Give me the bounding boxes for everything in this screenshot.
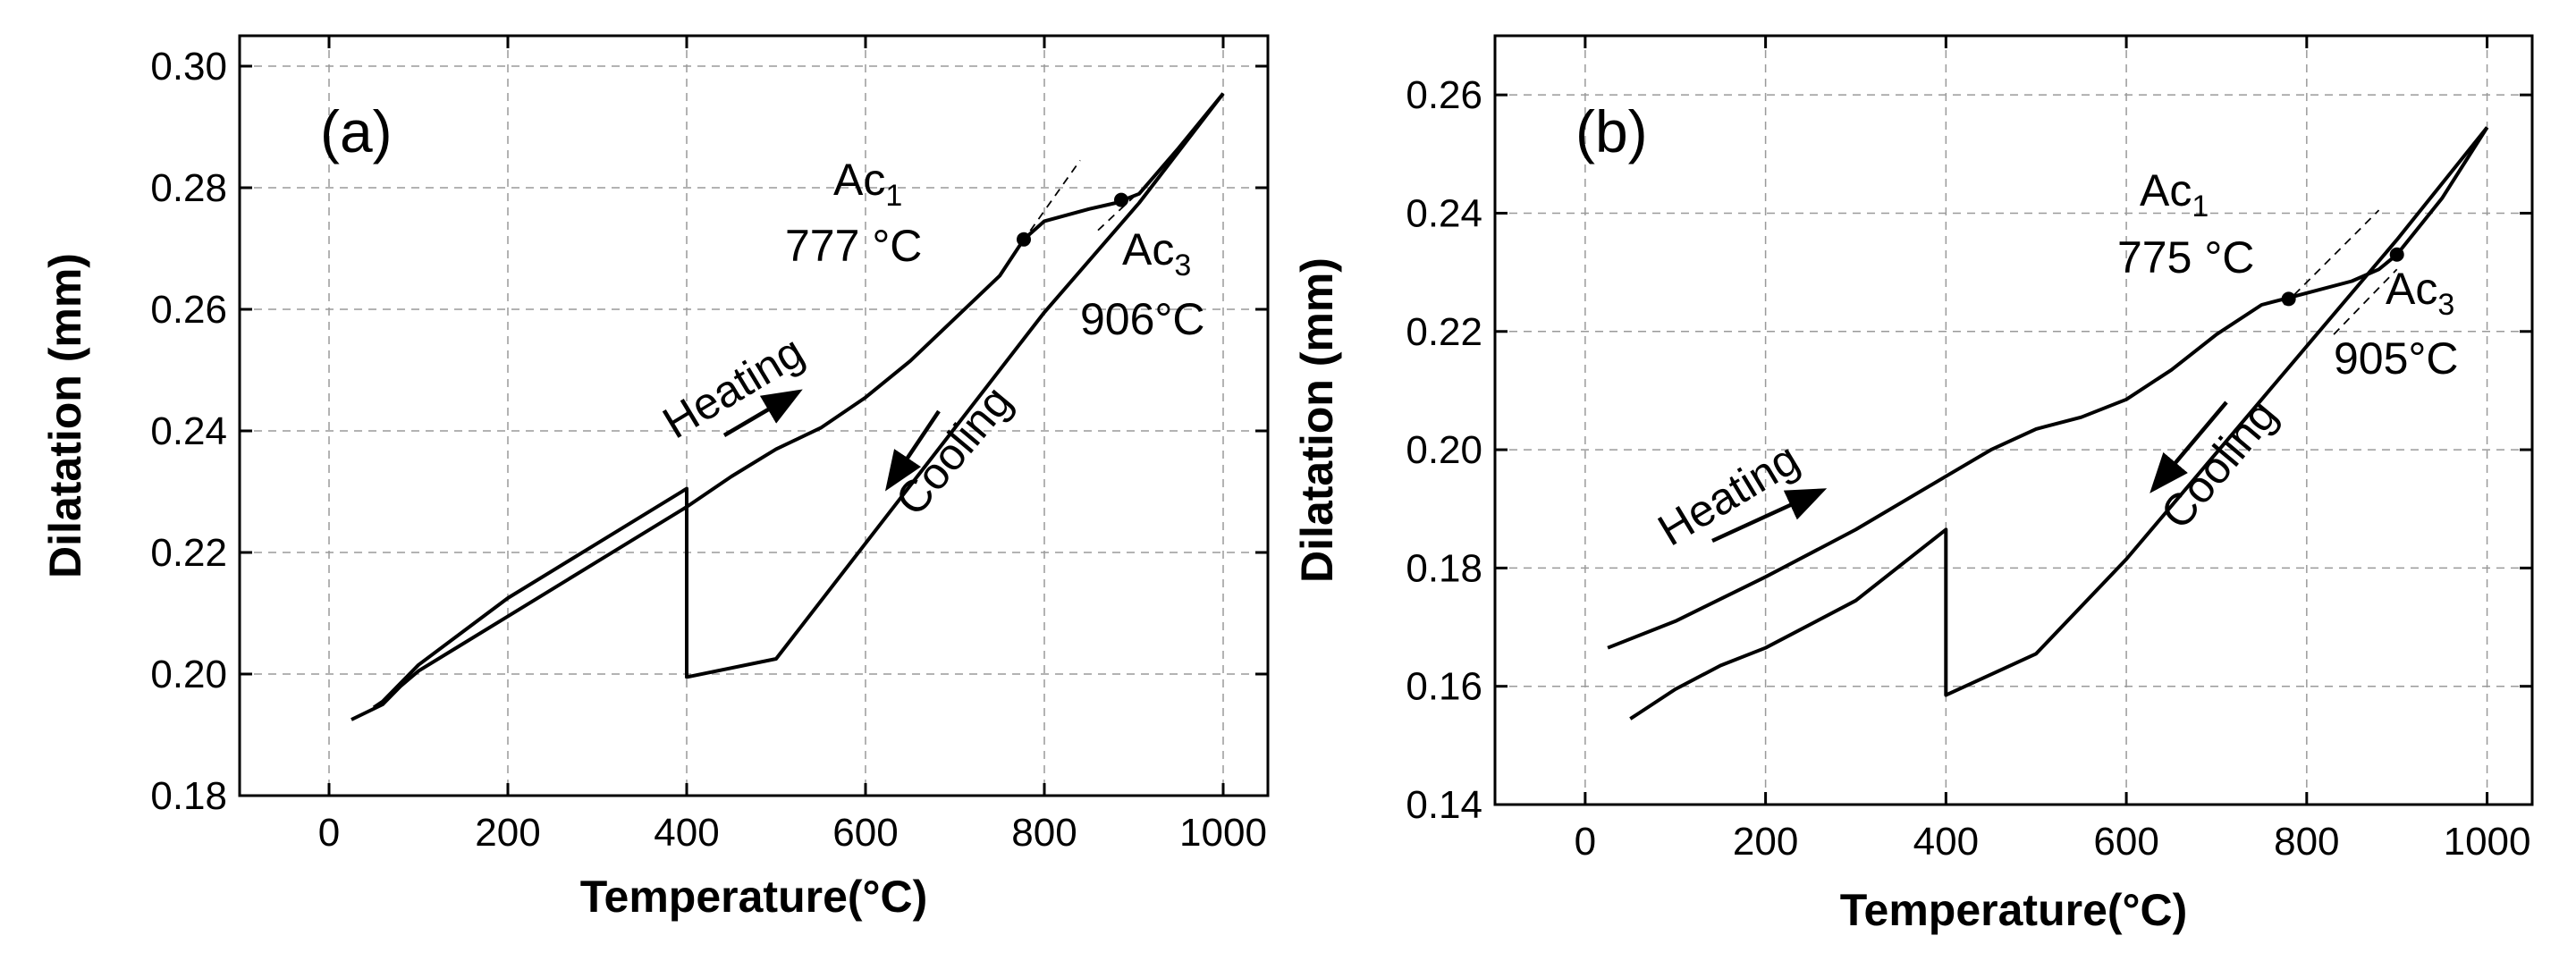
grid-lines-a xyxy=(240,36,1268,797)
chart-panel-b: 0 200 400 600 800 1000 0.14 0.16 0.18 0.20 0.22 0.2… xyxy=(1292,34,2534,935)
x-tick-label: 0 xyxy=(1575,820,1596,864)
x-tick-label: 600 xyxy=(832,811,898,855)
y-tick-label: 0.20 xyxy=(1406,428,1482,472)
y-tick-label: 0.18 xyxy=(1406,546,1482,590)
y-tick-label: 0.20 xyxy=(150,653,227,696)
x-tick-label: 200 xyxy=(1733,820,1798,864)
x-tick-label: 0 xyxy=(318,811,340,855)
x-tick-label: 400 xyxy=(654,811,719,855)
y-tick-label: 0.30 xyxy=(150,45,227,89)
chart-panel-a: 0 200 400 600 800 1000 0.18 0.20 0.22 0.24 0.26 0.2… xyxy=(40,34,1270,922)
ac1-base-b: Ac xyxy=(2140,165,2192,215)
ac3-base-a: Ac xyxy=(1122,224,1174,274)
series-heating-line xyxy=(351,92,1225,721)
ac3-base-b: Ac xyxy=(2386,264,2437,314)
x-tick-label: 800 xyxy=(1011,811,1077,855)
y-tick-label: 0.26 xyxy=(1406,73,1482,117)
ac3-value-a: 906°C xyxy=(1080,294,1205,344)
plot-frame-b xyxy=(1493,34,2534,806)
y-tick-label: 0.26 xyxy=(150,288,227,332)
cooling-label-a: Cooling xyxy=(886,376,1022,525)
series-cooling-line xyxy=(372,92,1225,710)
y-axis-label-a: Dilatation (mm) xyxy=(40,253,90,578)
series-cooling-line xyxy=(1629,126,2489,721)
heating-arrow-a xyxy=(722,389,803,437)
ac1-label-b: Ac1 xyxy=(2140,165,2209,223)
y-tick-label: 0.24 xyxy=(1406,191,1482,235)
plot-frame-a xyxy=(238,34,1270,797)
y-tick-label: 0.24 xyxy=(150,409,227,453)
y-axis-label-b: Dilatation (mm) xyxy=(1292,257,1342,583)
panel-label-b: (b) xyxy=(1575,98,1648,164)
x-tick-label: 200 xyxy=(475,811,540,855)
ac3-value-b: 905°C xyxy=(2334,333,2459,384)
y-tick-label: 0.16 xyxy=(1406,665,1482,709)
y-tick-label: 0.22 xyxy=(1406,310,1482,354)
y-tick-label: 0.18 xyxy=(150,774,227,818)
series-heating-line xyxy=(1607,126,2489,650)
x-tick-label: 400 xyxy=(1913,820,1979,864)
ac1-label-a: Ac1 xyxy=(833,155,902,213)
ac3-label-a: Ac3 xyxy=(1122,224,1191,282)
y-tick-label: 0.14 xyxy=(1406,783,1482,827)
tangent-line xyxy=(2283,209,2380,306)
ac1-value-a: 777 °C xyxy=(785,221,922,271)
x-tick-label: 1000 xyxy=(2444,820,2531,864)
panel-label-a: (a) xyxy=(320,98,393,164)
grid-lines-b xyxy=(1495,36,2532,805)
ac1-base-a: Ac xyxy=(833,155,885,205)
axis-ticks-a: 0 200 400 600 800 1000 0.18 0.20 0.22 0.24 0.26 0.2… xyxy=(150,36,1268,855)
y-tick-label: 0.28 xyxy=(150,166,227,210)
ac3-sub-b: 3 xyxy=(2437,288,2454,322)
ac3-marker xyxy=(1114,192,1128,207)
ac3-label-b: Ac3 xyxy=(2386,264,2454,322)
series-a xyxy=(351,92,1225,721)
ac3-marker xyxy=(2389,247,2404,262)
series-b xyxy=(1607,126,2489,721)
ac1-sub-b: 1 xyxy=(2192,190,2209,223)
x-tick-label: 1000 xyxy=(1179,811,1267,855)
tangent-line xyxy=(2333,268,2398,335)
x-axis-label-a: Temperature(°C) xyxy=(580,872,928,922)
x-tick-label: 600 xyxy=(2093,820,2158,864)
x-tick-label: 800 xyxy=(2274,820,2339,864)
cooling-arrow-a xyxy=(884,409,941,492)
ac1-value-b: 775 °C xyxy=(2117,232,2254,282)
y-tick-label: 0.22 xyxy=(150,531,227,575)
x-axis-label-b: Temperature(°C) xyxy=(1840,885,2188,935)
tangent-line xyxy=(1021,159,1081,243)
heating-arrow-b xyxy=(1711,488,1828,544)
ac3-sub-a: 3 xyxy=(1174,249,1191,282)
heating-label-b: Heating xyxy=(1650,434,1808,556)
ac1-sub-a: 1 xyxy=(885,179,902,213)
axis-ticks-b: 0 200 400 600 800 1000 0.14 0.16 0.18 0.20 0.22 0.2… xyxy=(1406,36,2532,864)
ac1-marker xyxy=(2281,291,2296,307)
ac1-marker xyxy=(1017,232,1031,247)
cooling-arrow-b xyxy=(2149,400,2228,493)
